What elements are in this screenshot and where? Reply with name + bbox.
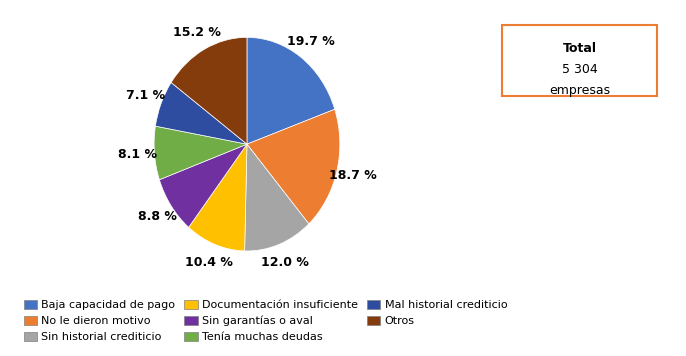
Wedge shape [247,37,335,144]
Legend: Baja capacidad de pago, No le dieron motivo, Sin historial crediticio, Documenta: Baja capacidad de pago, No le dieron mot… [19,295,512,347]
FancyBboxPatch shape [502,25,657,96]
Text: 5 304: 5 304 [562,63,598,77]
Text: 19.7 %: 19.7 % [287,35,334,48]
Text: 12.0 %: 12.0 % [261,256,309,269]
Text: empresas: empresas [549,84,611,97]
Wedge shape [154,126,247,180]
Text: 7.1 %: 7.1 % [126,89,165,103]
Text: 18.7 %: 18.7 % [329,169,377,182]
Text: 8.1 %: 8.1 % [118,148,157,161]
Text: 8.8 %: 8.8 % [138,210,177,224]
Wedge shape [156,83,247,144]
Wedge shape [245,144,309,251]
Text: Total: Total [563,42,597,55]
Wedge shape [159,144,247,227]
Wedge shape [171,37,247,144]
Wedge shape [189,144,247,251]
Text: 10.4 %: 10.4 % [185,256,233,269]
Text: 15.2 %: 15.2 % [173,26,220,39]
Wedge shape [247,109,340,224]
